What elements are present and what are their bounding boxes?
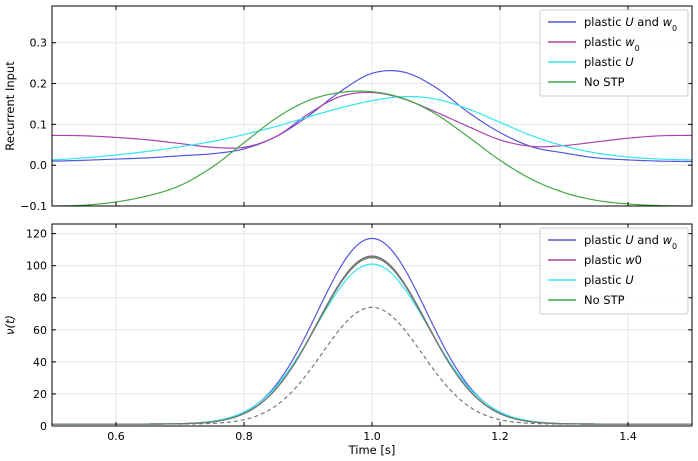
series-group (52, 69, 692, 206)
x-tick-label: 1.2 (491, 430, 509, 443)
x-tick-label: 0.8 (235, 430, 253, 443)
y-tick-label: 0.3 (30, 37, 48, 50)
legend-entry: plastic U (584, 55, 634, 69)
y-tick-label: 40 (33, 356, 47, 369)
y-tick-label: 60 (33, 324, 47, 337)
legend-entry: plastic U and w0 (584, 15, 677, 33)
legend: plastic U and w0 plastic w0 plastic U No ST… (539, 227, 689, 315)
series-line (52, 69, 692, 163)
ticks: 0.6 0.8 1.0 1.2 1.4 0 20 40 60 80 100 120 (26, 224, 692, 443)
y-tick-label: 20 (33, 388, 47, 401)
series-line (52, 90, 692, 206)
legend-entry: plastic w0 (584, 253, 642, 267)
legend-entry: plastic U (584, 273, 634, 287)
legend-entry: plastic w0 (584, 35, 640, 53)
series-group (52, 237, 692, 425)
x-tick-label: 1.0 (363, 430, 381, 443)
y-tick-label: 0 (40, 420, 47, 433)
legend-entry: No STP (584, 293, 625, 307)
legend-entry: plastic U and w0 (584, 233, 677, 251)
series-line (52, 306, 692, 425)
y-tick-label: 0.2 (30, 78, 48, 91)
ticks: −0.1 0.0 0.1 0.2 0.3 (20, 6, 692, 213)
series-line (52, 95, 692, 161)
bottom-panel: 0.6 0.8 1.0 1.2 1.4 0 20 40 60 80 100 120 ν(t) Time [… (3, 223, 693, 457)
x-axis-label: Time [s] (348, 443, 396, 457)
x-tick-label: 0.6 (107, 430, 125, 443)
y-tick-label: −0.1 (20, 200, 47, 213)
x-tick-label: 1.4 (619, 430, 637, 443)
top-panel: −0.1 0.0 0.1 0.2 0.3 Recurrent Input plastic U… (3, 5, 693, 213)
legend-entry: No STP (584, 75, 625, 89)
y-tick-label: 100 (26, 260, 47, 273)
y-axis-label: ν(t) (3, 315, 17, 335)
y-tick-label: 0.0 (30, 159, 48, 172)
y-axis-label: Recurrent Input (3, 61, 17, 151)
legend-box (539, 9, 689, 97)
legend-box (539, 227, 689, 315)
series-line (52, 91, 692, 149)
y-tick-label: 120 (26, 228, 47, 241)
y-tick-label: 80 (33, 292, 47, 305)
y-tick-label: 0.1 (30, 118, 48, 131)
legend: plastic U and w0 plastic w0 plastic U No ST… (539, 9, 689, 97)
